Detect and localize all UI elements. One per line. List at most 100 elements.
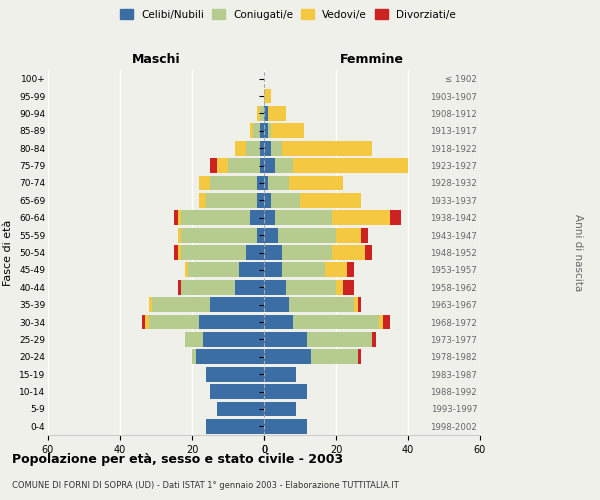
Bar: [264, 298, 289, 312]
Bar: [343, 280, 354, 294]
Bar: [390, 210, 401, 225]
Bar: [145, 314, 149, 330]
Bar: [257, 193, 264, 208]
Bar: [361, 228, 368, 242]
Bar: [332, 245, 365, 260]
Bar: [228, 158, 260, 173]
Text: COMUNE DI FORNI DI SOPRA (UD) - Dati ISTAT 1° gennaio 2003 - Elaborazione TUTTIT: COMUNE DI FORNI DI SOPRA (UD) - Dati IST…: [12, 481, 399, 490]
Bar: [264, 176, 268, 190]
Bar: [271, 141, 282, 156]
Bar: [289, 298, 354, 312]
Bar: [250, 124, 253, 138]
Bar: [336, 228, 361, 242]
Bar: [271, 193, 300, 208]
Bar: [264, 106, 268, 121]
Bar: [383, 314, 390, 330]
Bar: [336, 280, 343, 294]
Bar: [239, 262, 264, 278]
Bar: [217, 158, 228, 173]
Bar: [260, 158, 264, 173]
Bar: [210, 158, 217, 173]
Bar: [264, 384, 307, 399]
Bar: [325, 262, 347, 278]
Bar: [235, 280, 264, 294]
Bar: [149, 298, 152, 312]
Bar: [293, 158, 408, 173]
Bar: [152, 298, 210, 312]
Bar: [268, 124, 271, 138]
Bar: [282, 141, 372, 156]
Bar: [365, 245, 372, 260]
Bar: [181, 228, 257, 242]
Bar: [347, 262, 354, 278]
Bar: [178, 210, 181, 225]
Bar: [275, 158, 293, 173]
Bar: [210, 298, 264, 312]
Bar: [217, 402, 264, 416]
Bar: [181, 280, 235, 294]
Bar: [199, 176, 210, 190]
Bar: [264, 88, 271, 104]
Bar: [235, 141, 246, 156]
Bar: [174, 245, 178, 260]
Bar: [196, 350, 264, 364]
Bar: [210, 384, 264, 399]
Bar: [286, 280, 336, 294]
Bar: [206, 367, 264, 382]
Bar: [178, 245, 181, 260]
Bar: [181, 245, 246, 260]
Bar: [199, 193, 206, 208]
Bar: [372, 332, 376, 347]
Bar: [264, 367, 296, 382]
Bar: [178, 280, 181, 294]
Bar: [203, 332, 264, 347]
Bar: [206, 193, 257, 208]
Bar: [181, 210, 250, 225]
Bar: [257, 106, 260, 121]
Y-axis label: Anni di nascita: Anni di nascita: [574, 214, 583, 291]
Bar: [260, 124, 264, 138]
Bar: [142, 314, 145, 330]
Bar: [264, 124, 268, 138]
Bar: [250, 210, 264, 225]
Bar: [264, 419, 307, 434]
Bar: [264, 141, 271, 156]
Bar: [257, 176, 264, 190]
Y-axis label: Fasce di età: Fasce di età: [4, 220, 13, 286]
Bar: [264, 332, 307, 347]
Bar: [289, 176, 343, 190]
Bar: [282, 262, 325, 278]
Bar: [178, 228, 181, 242]
Bar: [271, 124, 304, 138]
Bar: [260, 106, 264, 121]
Bar: [264, 350, 311, 364]
Bar: [264, 314, 293, 330]
Bar: [192, 350, 196, 364]
Bar: [379, 314, 383, 330]
Bar: [293, 314, 379, 330]
Bar: [264, 210, 275, 225]
Bar: [358, 298, 361, 312]
Bar: [354, 298, 358, 312]
Bar: [188, 262, 239, 278]
Legend: Celibi/Nubili, Coniugati/e, Vedovi/e, Divorziati/e: Celibi/Nubili, Coniugati/e, Vedovi/e, Di…: [116, 5, 460, 24]
Bar: [282, 245, 332, 260]
Bar: [174, 210, 178, 225]
Bar: [300, 193, 361, 208]
Bar: [275, 210, 332, 225]
Bar: [253, 124, 260, 138]
Bar: [264, 158, 275, 173]
Bar: [185, 332, 203, 347]
Bar: [268, 176, 289, 190]
Bar: [210, 176, 257, 190]
Bar: [264, 262, 282, 278]
Title: Maschi: Maschi: [131, 53, 181, 66]
Bar: [358, 350, 361, 364]
Bar: [264, 228, 278, 242]
Text: Popolazione per età, sesso e stato civile - 2003: Popolazione per età, sesso e stato civil…: [12, 452, 343, 466]
Bar: [311, 350, 358, 364]
Bar: [264, 280, 286, 294]
Bar: [268, 106, 286, 121]
Bar: [206, 419, 264, 434]
Bar: [264, 245, 282, 260]
